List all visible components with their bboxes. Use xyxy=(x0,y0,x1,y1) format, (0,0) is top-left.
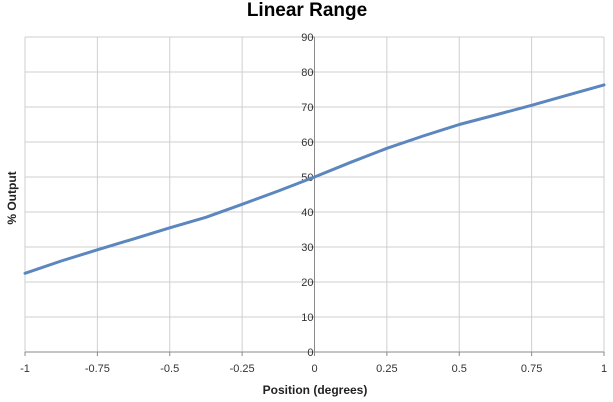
y-tick-label: 30 xyxy=(301,242,313,254)
x-tick-label: 0.25 xyxy=(376,363,397,375)
x-tick-label: 1 xyxy=(601,363,607,375)
y-tick-label: 0 xyxy=(307,347,313,359)
x-tick-label: 0 xyxy=(311,363,317,375)
axes xyxy=(24,36,605,356)
y-tick-label: 40 xyxy=(301,207,313,219)
x-tick-label: -0.25 xyxy=(230,363,255,375)
x-tick-label: -1 xyxy=(20,363,30,375)
x-tick-label: 0.75 xyxy=(521,363,542,375)
series-line xyxy=(23,83,606,275)
y-tick-label: 10 xyxy=(301,312,313,324)
y-tick-label: 60 xyxy=(301,137,313,149)
x-axis-label: Position (degrees) xyxy=(263,383,368,397)
y-tick-label: 70 xyxy=(301,102,313,114)
x-tick-label: -0.75 xyxy=(85,363,110,375)
x-tick-label: -0.5 xyxy=(160,363,179,375)
y-tick-label: 90 xyxy=(301,32,313,44)
chart-title: Linear Range xyxy=(247,0,367,21)
series-group xyxy=(23,83,606,275)
y-tick-label: 20 xyxy=(301,277,313,289)
y-tick-label: 80 xyxy=(301,67,313,79)
y-axis-label: % Output xyxy=(5,171,19,224)
x-tick-label: 0.5 xyxy=(452,363,467,375)
x-tick-labels: -1 -0.75 -0.5 -0.25 0 0.25 0.5 0.75 1 xyxy=(20,363,607,375)
